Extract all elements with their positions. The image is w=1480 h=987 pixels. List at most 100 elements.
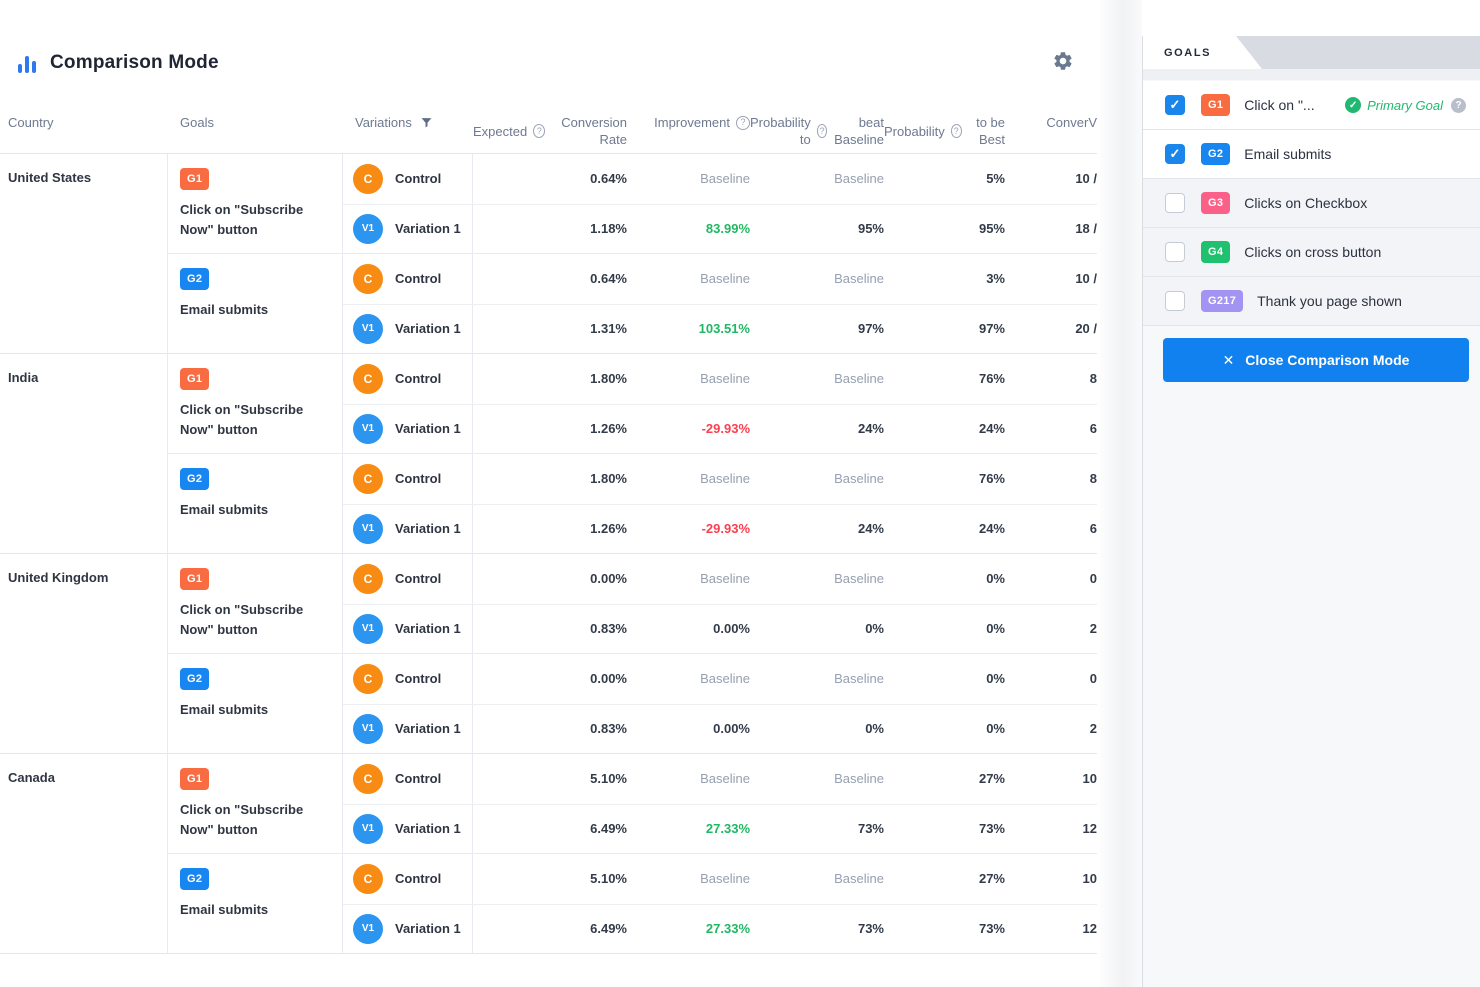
expected-conversion-rate-value: 0.64% (590, 271, 627, 287)
variation-badge: V1 (353, 213, 383, 244)
variation-name: Variation 1 (395, 421, 461, 437)
checkbox[interactable]: ✓ (1165, 95, 1185, 115)
rows-wrap: C Control 1.80% Baseline Baseline 76% 8 V1 Varia… (343, 354, 1097, 453)
goal-group: G2 Email submits C Control 0.00% Baseline Base… (168, 653, 1097, 753)
goal-list-item[interactable]: ✓ G2 Email submits (1143, 130, 1480, 179)
variation-name: Control (395, 771, 442, 787)
probability-to-be-best-value: 73% (978, 821, 1005, 837)
goal-badge: G3 (1201, 192, 1231, 214)
variation-badge: C (353, 163, 383, 194)
probability-beat-baseline-value: 0% (865, 621, 884, 637)
goal-cell: G1 Click on "Subscribe Now" button (168, 754, 343, 853)
expected-conversion-rate-value: 0.83% (590, 621, 627, 637)
variation-cell: C Control (343, 254, 473, 304)
goal-badge: G2 (1201, 143, 1231, 165)
help-icon[interactable]: ? (950, 124, 962, 138)
improvement-value: 27.33% (705, 921, 750, 937)
goal-list: ✓ G1 Click on "... ✓ Primary Goal? ✓ G2 Email s… (1143, 81, 1480, 326)
variation-row: C Control 5.10% Baseline Baseline 27% 10 (343, 754, 1097, 804)
goal-badge: G2 (180, 468, 210, 490)
goal-label: Email submits (180, 702, 269, 717)
checkbox[interactable]: ✓ (1165, 144, 1185, 164)
probability-to-be-best-value: 95% (978, 221, 1005, 237)
variation-cell: C Control (343, 354, 473, 404)
content-panel-gap (1100, 0, 1142, 987)
goal-label: Email submits (180, 902, 269, 917)
tab-strip-band (1143, 69, 1480, 80)
rows-wrap: C Control 1.80% Baseline Baseline 76% 8 V1 Varia… (343, 454, 1097, 553)
column-header-variations-label: Variations (355, 115, 412, 130)
rows-wrap: C Control 0.00% Baseline Baseline 0% 0 V1 Variat… (343, 654, 1097, 753)
help-icon[interactable]: ? (1451, 97, 1466, 113)
probability-to-be-best-value: 97% (978, 321, 1005, 337)
country-name: United Kingdom (8, 570, 109, 585)
goals-panel: GOALS ✓ G1 Click on "... ✓ Primary Goal? ✓ G2 E… (1142, 0, 1480, 987)
goal-label: Clicks on cross button (1244, 244, 1382, 260)
variation-badge: C (353, 263, 383, 294)
goal-badge: G1 (180, 568, 210, 590)
country-group: United Kingdom G1 Click on "Subscribe Now"… (0, 553, 1097, 753)
tab-goals[interactable]: GOALS (1143, 36, 1236, 69)
goal-group: G1 Click on "Subscribe Now" button C Contro… (168, 354, 1097, 453)
rows-wrap: C Control 5.10% Baseline Baseline 27% 10 V1 Vari… (343, 854, 1097, 953)
rows-wrap: C Control 0.64% Baseline Baseline 3% 10 / V1 Var… (343, 254, 1097, 353)
variation-cell: V1 Variation 1 (343, 604, 473, 653)
goal-list-item[interactable]: G4 Clicks on cross button (1143, 228, 1480, 277)
improvement-value: Baseline (700, 671, 750, 687)
variation-badge: V1 (353, 713, 383, 744)
conversions-visitors-value: 10 / (1075, 271, 1097, 287)
help-icon[interactable]: ? (816, 124, 828, 138)
goal-list-item[interactable]: G3 Clicks on Checkbox (1143, 179, 1480, 228)
column-header-variations: Variations (343, 114, 473, 131)
gear-icon[interactable] (1052, 50, 1076, 74)
variation-cell: C Control (343, 154, 473, 204)
goal-group: G1 Click on "Subscribe Now" button C Contro… (168, 754, 1097, 853)
conversions-visitors-value: 6 (1089, 521, 1097, 537)
goal-list-item[interactable]: ✓ G1 Click on "... ✓ Primary Goal? (1143, 81, 1480, 130)
variation-badge: V1 (353, 413, 383, 444)
variation-cell: C Control (343, 854, 473, 904)
conversions-visitors-value: 18 / (1075, 221, 1097, 237)
goal-label: Email submits (180, 502, 269, 517)
variation-badge: C (353, 563, 383, 594)
probability-beat-baseline-value: 97% (857, 321, 884, 337)
variation-row: V1 Variation 1 1.18% 83.99% 95% 95% 18 / (343, 203, 1097, 253)
checkbox[interactable] (1165, 193, 1185, 213)
improvement-value: Baseline (700, 571, 750, 587)
help-icon[interactable]: ? (736, 115, 750, 130)
variation-row: C Control 0.64% Baseline Baseline 3% 10 / (343, 254, 1097, 304)
variation-name: Control (395, 371, 442, 387)
improvement-value: 83.99% (705, 221, 750, 237)
expected-conversion-rate-value: 1.26% (590, 421, 627, 437)
filter-icon[interactable] (420, 116, 433, 129)
expected-conversion-rate-value: 1.80% (590, 471, 627, 487)
variation-cell: C Control (343, 454, 473, 504)
goal-cell: G2 Email submits (168, 654, 343, 753)
expected-conversion-rate-value: 0.64% (590, 171, 627, 187)
close-comparison-mode-button[interactable]: ✕ Close Comparison Mode (1163, 338, 1469, 382)
probability-to-be-best-value: 24% (978, 521, 1005, 537)
goal-group: G2 Email submits C Control 0.64% Baseline Base… (168, 253, 1097, 353)
goal-label: Clicks on Checkbox (1244, 195, 1368, 211)
tab-strip-background (1236, 36, 1480, 69)
checkbox[interactable] (1165, 291, 1185, 311)
conversions-visitors-value: 0 (1089, 571, 1097, 587)
checkbox[interactable] (1165, 242, 1185, 262)
probability-beat-baseline-value: Baseline (834, 571, 884, 587)
goal-label: Click on "Subscribe Now" button (180, 602, 304, 638)
variation-cell: C Control (343, 754, 473, 804)
country-group: Canada G1 Click on "Subscribe Now" button C… (0, 753, 1097, 953)
help-icon[interactable]: ? (533, 124, 546, 138)
variation-name: Variation 1 (395, 521, 461, 537)
probability-beat-baseline-value: Baseline (834, 871, 884, 887)
variation-name: Control (395, 471, 442, 487)
goal-label: Click on "Subscribe Now" button (180, 802, 304, 838)
country-cell: Canada (0, 754, 168, 953)
improvement-value: Baseline (700, 771, 750, 787)
variation-name: Variation 1 (395, 321, 461, 337)
goals-wrap: G1 Click on "Subscribe Now" button C Contro… (168, 354, 1097, 553)
probability-to-be-best-value: 76% (978, 371, 1005, 387)
expected-conversion-rate-value: 6.49% (590, 821, 627, 837)
probability-to-be-best-value: 0% (986, 571, 1005, 587)
goal-list-item[interactable]: G217 Thank you page shown (1143, 277, 1480, 326)
